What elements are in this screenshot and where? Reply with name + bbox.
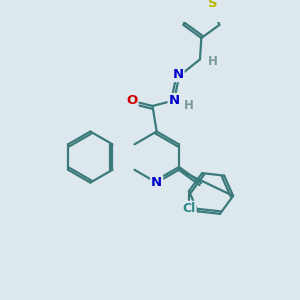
Text: S: S [208, 0, 218, 10]
Text: N: N [172, 68, 184, 81]
Text: H: H [184, 99, 194, 112]
Text: N: N [151, 176, 162, 189]
Text: N: N [169, 94, 180, 107]
Text: Cl: Cl [182, 202, 196, 215]
Text: O: O [126, 94, 138, 107]
Text: H: H [208, 55, 218, 68]
